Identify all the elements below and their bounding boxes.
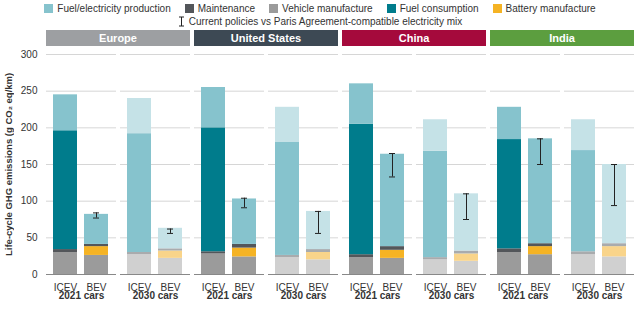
html-text:Fuel/electricity production: Fuel/electricity production [57, 3, 171, 14]
html-text:United States: United States [230, 32, 302, 44]
svg-text:100: 100 [21, 195, 38, 206]
html-text:Life-cycle GHG emissions (g CO: Life-cycle GHG emissions (g CO₂ eq/km) [2, 72, 14, 256]
html-text:Vehicle manufacture: Vehicle manufacture [282, 3, 373, 14]
svg-text:2021 cars: 2021 cars [207, 290, 253, 301]
svg-text:ICEV: ICEV [497, 281, 522, 293]
svg-text:BEV: BEV [86, 281, 107, 293]
svg-text:ICEV: ICEV [127, 281, 152, 293]
html-text:India: India [549, 32, 575, 44]
svg-text:BEV: BEV [308, 281, 329, 293]
svg-text:2021 cars: 2021 cars [59, 290, 105, 301]
svg-text:BEV: BEV [382, 281, 403, 293]
svg-text:2021 cars: 2021 cars [355, 290, 401, 301]
html-text:Current policies vs Paris Agre: Current policies vs Paris Agreement-comp… [188, 16, 463, 27]
svg-text:2030 cars: 2030 cars [577, 290, 623, 301]
svg-text:BEV: BEV [160, 281, 181, 293]
svg-text:300: 300 [21, 49, 38, 60]
html-text:China: China [398, 32, 430, 44]
svg-text:BEV: BEV [530, 281, 551, 293]
svg-text:200: 200 [21, 122, 38, 133]
svg-text:ICEV: ICEV [275, 281, 300, 293]
svg-text:2030 cars: 2030 cars [281, 290, 327, 301]
svg-text:BEV: BEV [604, 281, 625, 293]
svg-text:ICEV: ICEV [423, 281, 448, 293]
svg-text:BEV: BEV [234, 281, 255, 293]
svg-text:ICEV: ICEV [349, 281, 374, 293]
html-text:Battery manufacture: Battery manufacture [505, 3, 596, 14]
html-text:Europe: Europe [99, 32, 137, 44]
svg-text:BEV: BEV [456, 281, 477, 293]
html-text:Maintenance: Maintenance [197, 3, 255, 14]
svg-text:150: 150 [21, 159, 38, 170]
svg-text:50: 50 [26, 232, 38, 243]
svg-text:250: 250 [21, 85, 38, 96]
svg-text:2030 cars: 2030 cars [429, 290, 475, 301]
svg-text:2030 cars: 2030 cars [133, 290, 179, 301]
svg-text:ICEV: ICEV [201, 281, 226, 293]
svg-text:0: 0 [32, 269, 38, 280]
svg-text:ICEV: ICEV [571, 281, 596, 293]
html-text:Fuel consumption: Fuel consumption [399, 3, 479, 14]
svg-text:2021 cars: 2021 cars [503, 290, 549, 301]
svg-text:ICEV: ICEV [53, 281, 78, 293]
